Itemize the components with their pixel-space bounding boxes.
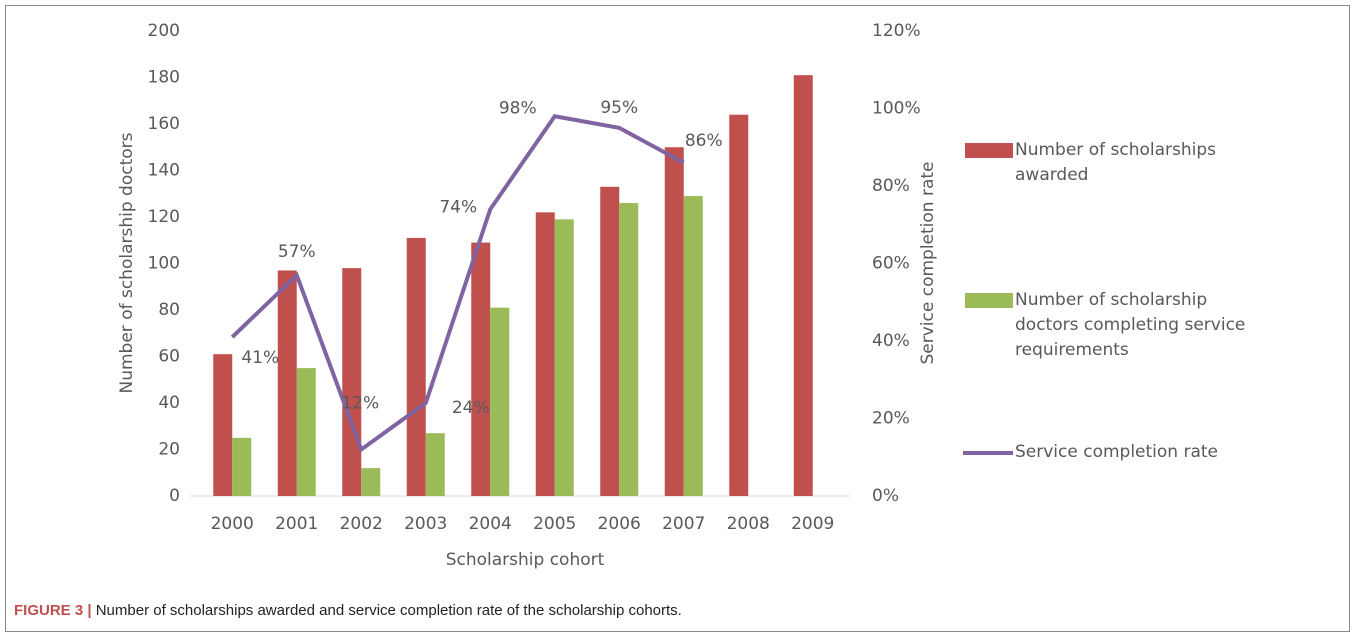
bar bbox=[535, 212, 555, 496]
data-label: 12% bbox=[341, 394, 379, 414]
y2-tick-label: 120% bbox=[872, 21, 921, 41]
x-tick-label: 2008 bbox=[727, 514, 770, 534]
bar bbox=[471, 242, 491, 496]
bar bbox=[729, 114, 749, 496]
y-tick-label: 80 bbox=[158, 300, 180, 320]
x-tick-label: 2003 bbox=[404, 514, 447, 534]
data-label: 98% bbox=[499, 98, 537, 118]
x-tick-label: 2009 bbox=[791, 514, 834, 534]
x-tick-label: 2007 bbox=[662, 514, 705, 534]
y2-tick-label: 60% bbox=[872, 254, 910, 274]
y-tick-label: 20 bbox=[158, 440, 180, 460]
x-tick-label: 2005 bbox=[533, 514, 576, 534]
caption: FIGURE 3 | Number of scholarships awarde… bbox=[14, 602, 682, 619]
x-tick-label: 2001 bbox=[275, 514, 318, 534]
line bbox=[230, 114, 685, 453]
bar bbox=[664, 147, 684, 496]
x-axis-title: Scholarship cohort bbox=[446, 550, 605, 570]
y-tick-label: 120 bbox=[148, 207, 180, 227]
frame bbox=[5, 5, 1350, 632]
y-tick-label: 60 bbox=[158, 347, 180, 367]
legend-label: Number of scholarships awarded bbox=[1015, 140, 1216, 185]
y-tick-label: 100 bbox=[148, 254, 180, 274]
bar bbox=[213, 354, 233, 496]
x-tick-label: 2004 bbox=[469, 514, 512, 534]
y-tick-label: 40 bbox=[158, 393, 180, 413]
y-axis-title: Number of scholarship doctors bbox=[117, 132, 137, 393]
y-tick-label: 0 bbox=[169, 486, 180, 506]
bar bbox=[296, 368, 316, 496]
data-label: 41% bbox=[241, 348, 279, 368]
y2-tick-label: 80% bbox=[872, 176, 910, 196]
bar bbox=[554, 219, 574, 496]
legend-swatch bbox=[965, 293, 1013, 308]
bar bbox=[361, 468, 381, 496]
legend-swatch bbox=[965, 143, 1013, 158]
bar bbox=[600, 186, 620, 496]
legend-label: Service completion rate bbox=[1015, 442, 1219, 462]
data-label: 95% bbox=[600, 98, 638, 118]
bar bbox=[619, 203, 639, 497]
y2-tick-label: 0% bbox=[872, 486, 899, 506]
x-tick-label: 2000 bbox=[211, 514, 254, 534]
bar bbox=[277, 270, 297, 496]
x-tick-label: 2006 bbox=[598, 514, 641, 534]
bar bbox=[342, 268, 362, 496]
bar bbox=[490, 307, 510, 496]
legend-label: Number of scholarship doctors completing… bbox=[1015, 290, 1246, 360]
data-label: 57% bbox=[278, 242, 316, 262]
x-tick-label: 2002 bbox=[340, 514, 383, 534]
y-tick-label: 180 bbox=[148, 68, 180, 88]
y-tick-label: 140 bbox=[148, 161, 180, 181]
y2-tick-label: 40% bbox=[872, 331, 910, 351]
y-tick-label: 160 bbox=[148, 114, 180, 134]
bar bbox=[232, 437, 252, 496]
bar bbox=[406, 237, 426, 497]
y-tick-label: 200 bbox=[148, 21, 180, 41]
data-label: 86% bbox=[685, 131, 723, 151]
caption-label: FIGURE 3 | bbox=[14, 602, 92, 619]
data-label: 24% bbox=[452, 398, 490, 418]
data-label: 74% bbox=[439, 197, 477, 217]
bar bbox=[683, 196, 703, 496]
bar bbox=[793, 75, 813, 497]
y2-tick-label: 100% bbox=[872, 99, 921, 119]
y2-tick-label: 20% bbox=[872, 409, 910, 429]
bar bbox=[425, 433, 445, 496]
caption-text: Number of scholarships awarded and servi… bbox=[95, 602, 682, 619]
y2-axis-title: Service completion rate bbox=[918, 161, 938, 364]
